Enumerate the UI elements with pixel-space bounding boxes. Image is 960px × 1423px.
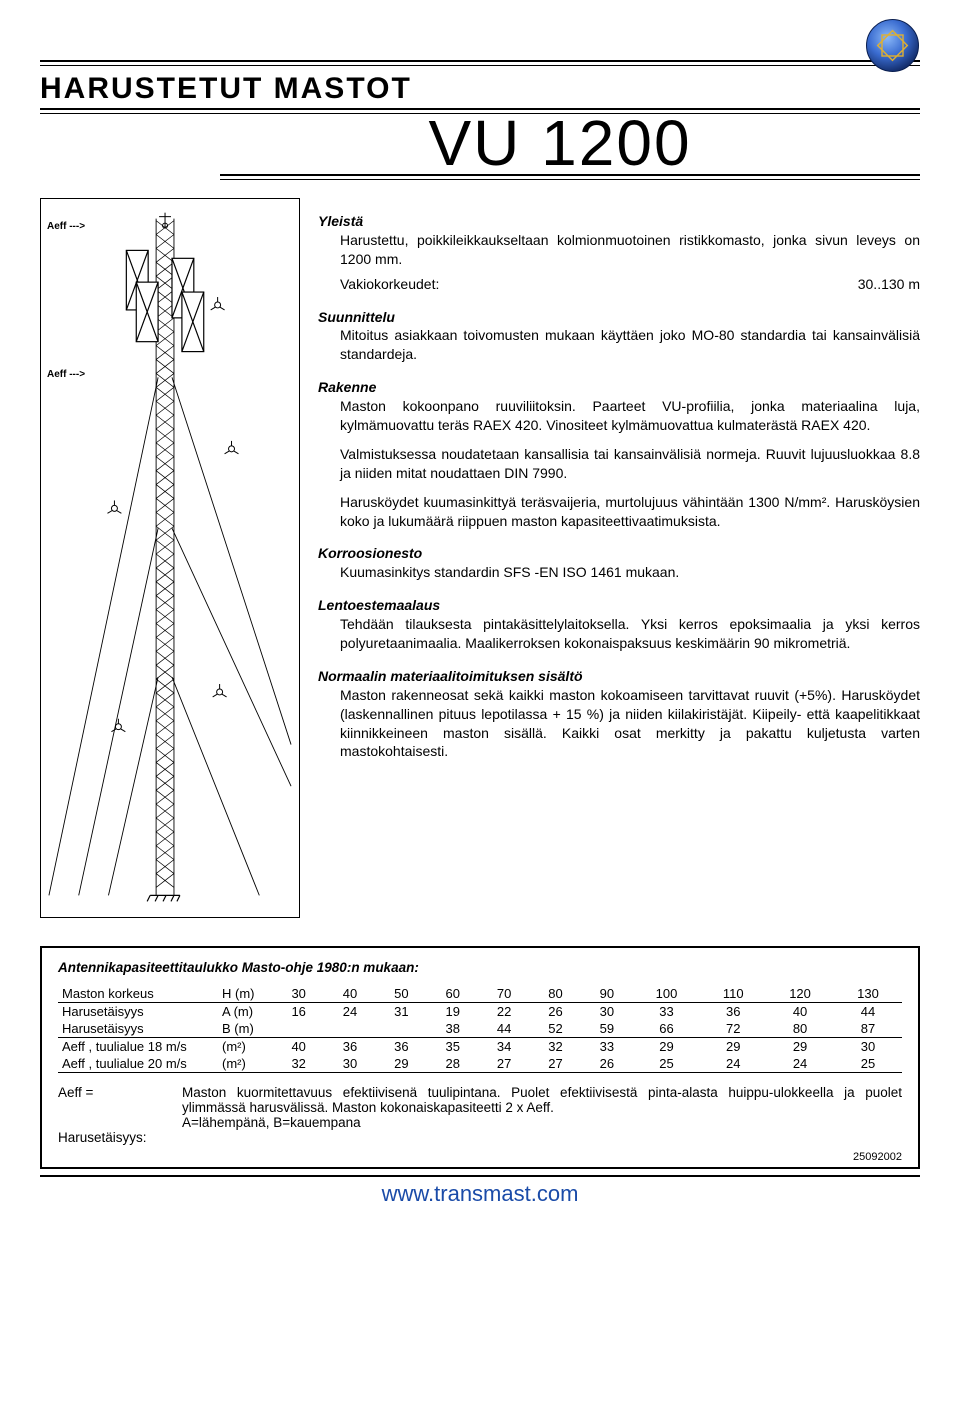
capacity-table-box: Antennikapasiteettitaulukko Masto-ohje 1… bbox=[40, 946, 920, 1169]
aeff-label-top: Aeff ---> bbox=[47, 221, 85, 232]
section-lento-title: Lentoestemaalaus bbox=[318, 596, 920, 615]
harus-def-label: Harusetäisyys: bbox=[58, 1130, 168, 1145]
vakiokorkeudet-value: 30..130 m bbox=[858, 275, 920, 294]
page-category: HARUSTETUT MASTOT bbox=[40, 72, 920, 106]
section-rakenne-p1: Maston kokoonpano ruuviliitoksin. Paarte… bbox=[340, 397, 920, 435]
mast-diagram: Aeff ---> Aeff ---> bbox=[40, 198, 300, 918]
aeff-label-mid: Aeff ---> bbox=[47, 369, 85, 380]
datecode: 25092002 bbox=[58, 1151, 902, 1163]
table-row: HarusetäisyysA (m)1624311922263033364044 bbox=[58, 1003, 902, 1021]
specification-text: Yleistä Harustettu, poikkileikkaukseltaa… bbox=[318, 198, 920, 918]
table-row: HarusetäisyysB (m)3844525966728087 bbox=[58, 1020, 902, 1038]
section-korroosio-title: Korroosionesto bbox=[318, 544, 920, 563]
vakiokorkeudet-label: Vakiokorkeudet: bbox=[340, 275, 439, 294]
footer-url: www.transmast.com bbox=[40, 1181, 920, 1207]
aeff-def-label: Aeff = bbox=[58, 1085, 168, 1100]
section-lento-body: Tehdään tilauksesta pintakäsittelylaitok… bbox=[340, 615, 920, 653]
section-normaali-title: Normaalin materiaalitoimituksen sisältö bbox=[318, 667, 920, 686]
section-rakenne-p2: Valmistuksessa noudatetaan kansallisia t… bbox=[340, 445, 920, 483]
section-korroosio-body: Kuumasinkitys standardin SFS -EN ISO 146… bbox=[340, 563, 920, 582]
aeff-def-text: Maston kuormitettavuus efektiivisenä tuu… bbox=[182, 1085, 902, 1115]
table-row: Aeff , tuulialue 18 m/s(m²)4036363534323… bbox=[58, 1038, 902, 1056]
section-suunnittelu-body: Mitoitus asiakkaan toivomusten mukaan kä… bbox=[340, 326, 920, 364]
section-yleista-title: Yleistä bbox=[318, 212, 920, 231]
capacity-table: Maston korkeusH (m)304050607080901001101… bbox=[58, 985, 902, 1073]
model-title: VU 1200 bbox=[200, 106, 920, 180]
section-rakenne-p3: Harusköydet kuumasinkittyä teräsvaijeria… bbox=[340, 493, 920, 531]
harus-def-text: A=lähempänä, B=kauempana bbox=[182, 1115, 902, 1130]
table-row: Aeff , tuulialue 20 m/s(m²)3230292827272… bbox=[58, 1055, 902, 1073]
section-yleista-body: Harustettu, poikkileikkaukseltaan kolmio… bbox=[340, 231, 920, 269]
capacity-table-title: Antennikapasiteettitaulukko Masto-ohje 1… bbox=[58, 960, 902, 975]
section-rakenne-title: Rakenne bbox=[318, 378, 920, 397]
company-logo bbox=[865, 18, 920, 73]
section-suunnittelu-title: Suunnittelu bbox=[318, 308, 920, 327]
table-row: Maston korkeusH (m)304050607080901001101… bbox=[58, 985, 902, 1003]
section-normaali-body: Maston rakenneosat sekä kaikki maston ko… bbox=[340, 686, 920, 762]
